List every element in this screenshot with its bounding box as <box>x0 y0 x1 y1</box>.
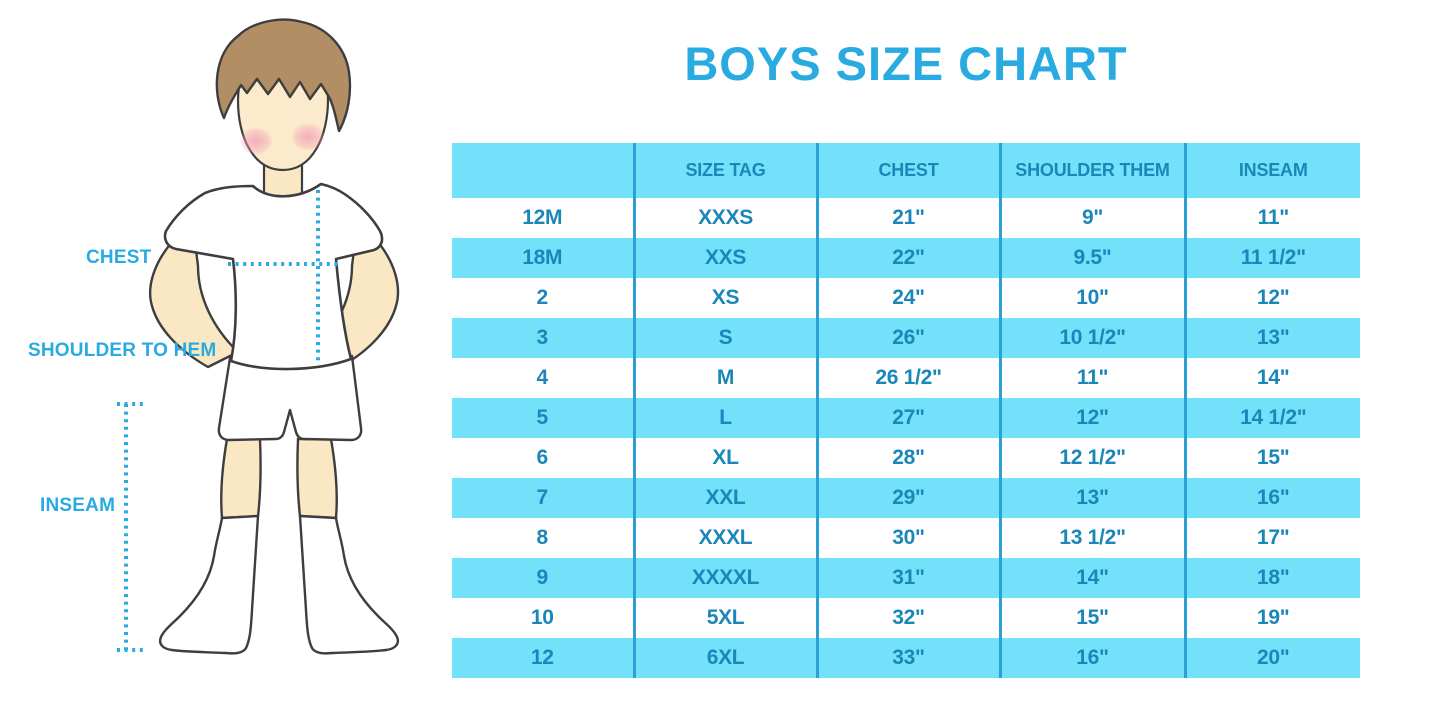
table-row: 6 XL 28" 12 1/2" 15" <box>452 438 1360 478</box>
table-row: 12 6XL 33" 16" 20" <box>452 638 1360 678</box>
cell-size-tag: XXXL <box>632 518 817 558</box>
cell-shoulder-hem: 10" <box>998 278 1185 318</box>
cell-size-tag: 5XL <box>632 598 817 638</box>
table-row: 5 L 27" 12" 14 1/2" <box>452 398 1360 438</box>
measurement-figure: CHEST SHOULDER TO HEM INSEAM <box>0 0 452 723</box>
cell-size-tag: S <box>632 318 817 358</box>
column-header-chest: CHEST <box>815 143 1000 198</box>
inseam-label: INSEAM <box>40 495 116 516</box>
table-row: 12M XXXS 21" 9" 11" <box>452 198 1360 238</box>
cell-size: 2 <box>452 278 634 318</box>
left-arm-shape <box>148 240 240 369</box>
cell-size: 5 <box>452 398 634 438</box>
cell-inseam: 14" <box>1183 358 1360 398</box>
cell-inseam: 14 1/2" <box>1183 398 1360 438</box>
column-header-shoulder-hem: SHOULDER THEM <box>998 143 1185 198</box>
cell-shoulder-hem: 15" <box>998 598 1185 638</box>
cell-size-tag: XS <box>632 278 817 318</box>
table-row: 10 5XL 32" 15" 19" <box>452 598 1360 638</box>
cell-shoulder-hem: 10 1/2" <box>998 318 1185 358</box>
left-sock-shape <box>158 514 260 655</box>
cell-size: 3 <box>452 318 634 358</box>
cell-chest: 21" <box>815 198 1000 238</box>
table-row: 2 XS 24" 10" 12" <box>452 278 1360 318</box>
cell-size: 10 <box>452 598 634 638</box>
cell-size-tag: XL <box>632 438 817 478</box>
shoulder-to-hem-label: SHOULDER TO HEM <box>28 340 217 361</box>
cell-inseam: 19" <box>1183 598 1360 638</box>
cell-size-tag: XXXXL <box>632 558 817 598</box>
table-row: 7 XXL 29" 13" 16" <box>452 478 1360 518</box>
tshirt-shape <box>163 182 384 371</box>
right-leg-shape <box>296 437 338 520</box>
cell-size-tag: XXL <box>632 478 817 518</box>
column-header-size <box>452 143 634 198</box>
cell-chest: 31" <box>815 558 1000 598</box>
cell-inseam: 11" <box>1183 198 1360 238</box>
cell-chest: 32" <box>815 598 1000 638</box>
cell-shoulder-hem: 12" <box>998 398 1185 438</box>
cell-chest: 26 1/2" <box>815 358 1000 398</box>
cell-shoulder-hem: 13" <box>998 478 1185 518</box>
cell-shoulder-hem: 11" <box>998 358 1185 398</box>
cell-size-tag: L <box>632 398 817 438</box>
shorts-shape <box>217 354 363 442</box>
cell-size-tag: XXXS <box>632 198 817 238</box>
cell-size: 6 <box>452 438 634 478</box>
cell-chest: 27" <box>815 398 1000 438</box>
boy-illustration <box>117 18 400 655</box>
cell-chest: 22" <box>815 238 1000 278</box>
cell-size: 7 <box>452 478 634 518</box>
cell-inseam: 18" <box>1183 558 1360 598</box>
cell-chest: 24" <box>815 278 1000 318</box>
cell-chest: 33" <box>815 638 1000 678</box>
cell-size: 18M <box>452 238 634 278</box>
cell-inseam: 11 1/2" <box>1183 238 1360 278</box>
cell-size-tag: XXS <box>632 238 817 278</box>
cell-size-tag: 6XL <box>632 638 817 678</box>
cell-chest: 28" <box>815 438 1000 478</box>
cell-shoulder-hem: 12 1/2" <box>998 438 1185 478</box>
table-header-row: SIZE TAG CHEST SHOULDER THEM INSEAM <box>452 143 1360 198</box>
right-cheek <box>291 123 325 151</box>
table-row: 9 XXXXL 31" 14" 18" <box>452 558 1360 598</box>
cell-size: 4 <box>452 358 634 398</box>
column-header-inseam: INSEAM <box>1183 143 1360 198</box>
left-leg-shape <box>220 437 262 520</box>
cell-chest: 26" <box>815 318 1000 358</box>
cell-size: 8 <box>452 518 634 558</box>
cell-shoulder-hem: 9.5" <box>998 238 1185 278</box>
cell-size: 9 <box>452 558 634 598</box>
table-row: 18M XXS 22" 9.5" 11 1/2" <box>452 238 1360 278</box>
chest-label: CHEST <box>86 247 152 268</box>
column-header-size-tag: SIZE TAG <box>632 143 817 198</box>
cell-size-tag: M <box>632 358 817 398</box>
cell-size: 12 <box>452 638 634 678</box>
cell-shoulder-hem: 14" <box>998 558 1185 598</box>
hair-shape <box>215 18 352 133</box>
cell-shoulder-hem: 9" <box>998 198 1185 238</box>
cell-inseam: 13" <box>1183 318 1360 358</box>
cell-size: 12M <box>452 198 634 238</box>
cell-inseam: 16" <box>1183 478 1360 518</box>
cell-inseam: 12" <box>1183 278 1360 318</box>
table-row: 4 M 26 1/2" 11" 14" <box>452 358 1360 398</box>
size-table: SIZE TAG CHEST SHOULDER THEM INSEAM 12M … <box>452 143 1360 678</box>
right-sock-shape <box>298 514 400 655</box>
page-title: BOYS SIZE CHART <box>684 37 1128 90</box>
cell-chest: 30" <box>815 518 1000 558</box>
table-row: 3 S 26" 10 1/2" 13" <box>452 318 1360 358</box>
cell-inseam: 15" <box>1183 438 1360 478</box>
left-cheek <box>239 127 273 155</box>
table-row: 8 XXXL 30" 13 1/2" 17" <box>452 518 1360 558</box>
cell-inseam: 17" <box>1183 518 1360 558</box>
cell-chest: 29" <box>815 478 1000 518</box>
cell-shoulder-hem: 16" <box>998 638 1185 678</box>
cell-inseam: 20" <box>1183 638 1360 678</box>
cell-shoulder-hem: 13 1/2" <box>998 518 1185 558</box>
